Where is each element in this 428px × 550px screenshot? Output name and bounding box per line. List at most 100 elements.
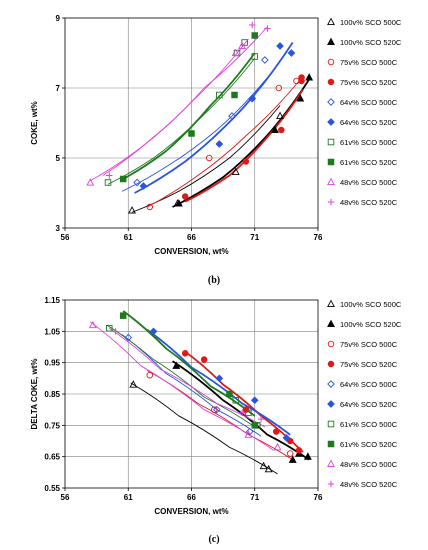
data-point [86,178,95,186]
trendline [121,334,262,437]
trendline [107,57,256,185]
data-point [298,74,305,81]
data-point [106,172,113,179]
x-tick-label: 76 [314,493,323,502]
data-point [286,450,294,457]
legend-marker [327,177,335,186]
data-point [275,84,283,92]
legend-marker [327,138,335,146]
data-point [296,94,305,102]
y-axis-label: COKE, wt% [30,101,39,145]
data-point [278,126,285,134]
data-point [245,409,252,417]
data-point [305,73,314,81]
data-point [231,91,238,99]
legend-label: 75v% SCO 500C [340,340,398,349]
data-point [231,48,240,57]
x-tick-label: 61 [124,233,133,242]
caption-c: (c) [208,534,219,545]
data-point [238,41,247,50]
data-point [181,350,189,357]
data-point [257,415,265,423]
x-axis-label: CONVERSION, wt% [154,507,228,516]
data-point [149,327,158,336]
data-point [248,94,257,103]
data-point [226,390,233,398]
legend-label: 100v% SCO 500C [340,18,402,27]
data-point [287,49,296,57]
data-point [205,154,213,162]
data-point [286,437,294,445]
data-point [271,125,279,134]
data-point [215,140,224,148]
data-point [303,452,312,460]
legend-marker [327,118,335,126]
legend-marker [327,440,335,448]
y-tick-label: 1.15 [44,296,60,305]
data-point [228,112,236,120]
legend-marker [327,98,335,106]
data-point [249,21,256,29]
legend-marker [327,78,335,86]
data-point [200,356,208,363]
data-point [282,434,291,442]
legend-label: 100v% SCO 500C [340,300,402,309]
legend-label: 75v% SCO 520C [340,78,398,87]
legend-label: 64v% SCO 500C [340,98,398,107]
x-tick-label: 71 [250,233,259,242]
trendline [147,80,300,208]
trendline [134,42,294,194]
data-point [238,409,246,416]
data-point [215,374,224,383]
legend-label: 100v% SCO 520C [340,38,402,47]
trendline [102,26,268,176]
legend-label: 64v% SCO 520C [340,118,398,127]
data-point [295,447,303,454]
y-tick-label: 9 [56,14,61,23]
data-point [259,461,268,470]
data-point [250,396,259,405]
legend-marker [327,319,335,328]
data-point [146,203,154,211]
legend-label: 61v% SCO 520C [340,158,398,167]
legend-label: 48v% SCO 520C [340,198,398,207]
legend-label: 75v% SCO 500C [340,58,398,67]
data-point [88,320,97,329]
delta-coke-chart: 56 61 66 71 76 0.55 0.65 0.75 0.85 0.95 1.05 1.15 CO… [30,296,402,516]
data-point [119,175,127,183]
legend-marker [327,459,335,468]
data-point [128,206,136,214]
x-tick-label: 71 [250,493,259,502]
x-axis-label: CONVERSION, wt% [154,247,228,256]
data-point [146,371,154,379]
trendline [121,77,268,192]
data-point [181,193,189,200]
data-point [276,111,284,120]
legend-label: 61v% SCO 500C [340,420,398,429]
data-point [112,328,119,335]
legend-label: 64v% SCO 500C [340,380,398,389]
data-point [124,333,133,342]
data-point [129,380,138,388]
y-tick-label: 0.65 [44,453,60,462]
trendline [106,324,258,429]
data-point [212,405,221,414]
trendline [90,38,249,182]
data-point [104,179,112,186]
coke-chart: 56 61 66 71 76 3 5 7 9 CONVERSION, wt% COKE, wt% 10… [30,14,402,256]
data-point [273,442,282,451]
data-point [188,130,195,137]
legend-label: 48v% SCO 500C [340,460,398,469]
data-point [106,324,113,332]
trendline [130,382,278,475]
y-tick-label: 0.75 [44,421,60,430]
trendline [90,321,274,451]
data-point [264,25,271,32]
trendline [184,350,304,453]
legend-marker [327,37,335,46]
legend-marker [327,420,335,428]
x-tick-label: 61 [124,493,133,502]
y-tick-label: 0.55 [44,484,60,493]
data-point [261,56,269,64]
legend-marker [327,400,335,408]
